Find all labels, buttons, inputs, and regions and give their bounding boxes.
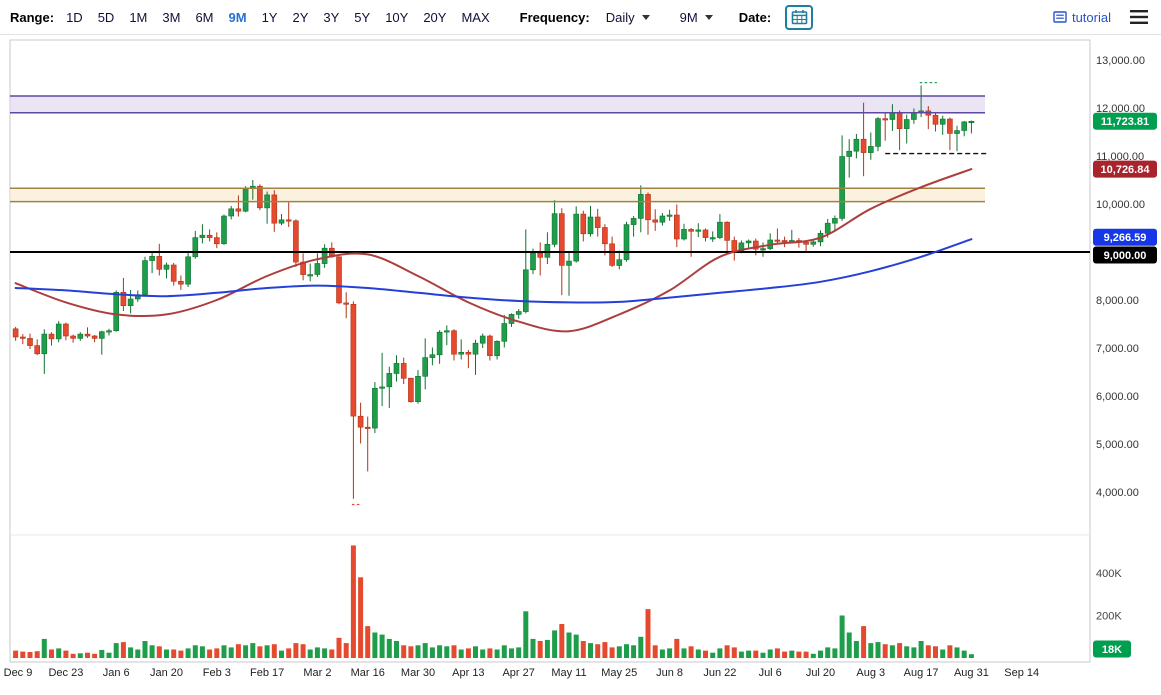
- svg-text:Jul 20: Jul 20: [806, 667, 835, 679]
- date-picker-button[interactable]: [785, 4, 814, 30]
- range-option-5d[interactable]: 5D: [97, 9, 115, 25]
- range-option-3y[interactable]: 3Y: [323, 9, 340, 25]
- volume-bars-layer: [13, 545, 974, 659]
- svg-text:11,000.00: 11,000.00: [1096, 151, 1144, 163]
- range-option-10y[interactable]: 10Y: [385, 9, 409, 25]
- chevron-down-icon: [704, 14, 713, 20]
- hamburger-icon: [1130, 10, 1148, 24]
- svg-text:5,000.00: 5,000.00: [1096, 439, 1139, 451]
- svg-text:Jul 6: Jul 6: [759, 667, 782, 679]
- range-option-20y[interactable]: 20Y: [423, 9, 447, 25]
- svg-text:400K: 400K: [1096, 568, 1122, 580]
- svg-text:Apr 13: Apr 13: [452, 667, 484, 679]
- svg-text:9,266.59: 9,266.59: [1104, 232, 1147, 244]
- red-ma-line: [14, 168, 973, 333]
- tutorial-link[interactable]: tutorial: [1053, 10, 1111, 25]
- range-option-max[interactable]: MAX: [461, 9, 490, 25]
- svg-text:12,000.00: 12,000.00: [1096, 103, 1145, 115]
- svg-text:18K: 18K: [1102, 644, 1122, 656]
- range-option-1m[interactable]: 1M: [129, 9, 148, 25]
- period-value: 9M: [679, 9, 698, 25]
- frequency-label: Frequency:: [519, 9, 590, 25]
- level-badge-9000: [1093, 246, 1157, 264]
- svg-text:Apr 27: Apr 27: [502, 667, 534, 679]
- candles-layer: [12, 85, 975, 499]
- ma-badge-blue: [1093, 228, 1157, 246]
- candlestick-chart[interactable]: 13,000.00 12,000.00 11,000.00 10,000.00 9,00…: [0, 35, 1161, 695]
- tutorial-icon: [1053, 11, 1067, 23]
- price-badges: 10,726.84 9,266.59 9,000.00 11,723.81 18K: [1093, 112, 1157, 658]
- svg-text:10,726.84: 10,726.84: [1101, 164, 1151, 176]
- svg-text:Aug 31: Aug 31: [954, 667, 989, 679]
- plot-frame: [9, 39, 1091, 663]
- svg-text:Feb 3: Feb 3: [203, 667, 231, 679]
- svg-text:Sep 14: Sep 14: [1004, 667, 1039, 679]
- svg-text:Aug 17: Aug 17: [904, 667, 939, 679]
- date-label: Date:: [738, 9, 772, 25]
- svg-text:4,000.00: 4,000.00: [1096, 487, 1139, 499]
- svg-text:Jun 22: Jun 22: [703, 667, 736, 679]
- svg-text:Jan 20: Jan 20: [150, 667, 183, 679]
- resistance-band-purple: [10, 96, 985, 113]
- toolbar-right-group: tutorial: [1053, 7, 1151, 27]
- moving-averages-layer: [14, 168, 973, 333]
- range-option-1y[interactable]: 1Y: [261, 9, 278, 25]
- range-label: Range:: [10, 9, 55, 25]
- svg-text:Feb 17: Feb 17: [250, 667, 284, 679]
- svg-text:11,723.81: 11,723.81: [1101, 116, 1149, 128]
- svg-text:May 25: May 25: [601, 667, 637, 679]
- svg-text:Dec 23: Dec 23: [48, 667, 83, 679]
- blue-ma-line: [14, 238, 973, 304]
- levels-layer: [10, 81, 1090, 506]
- volume-badge: [1093, 640, 1131, 658]
- frequency-select[interactable]: Daily: [602, 8, 654, 27]
- bands-layer: [10, 96, 985, 202]
- ma-badge-red: [1093, 160, 1157, 178]
- price-badge-last: [1093, 112, 1157, 130]
- svg-text:7,000.00: 7,000.00: [1096, 343, 1139, 355]
- range-option-9m[interactable]: 9M: [228, 9, 247, 25]
- svg-text:Jun 8: Jun 8: [656, 667, 683, 679]
- svg-text:Dec 9: Dec 9: [4, 667, 33, 679]
- tutorial-label: tutorial: [1071, 9, 1111, 25]
- range-option-2y[interactable]: 2Y: [292, 9, 309, 25]
- y-axis-labels: 13,000.00 12,000.00 11,000.00 10,000.00 9,00…: [1096, 55, 1145, 623]
- chevron-down-icon: [641, 14, 650, 20]
- frequency-value: Daily: [605, 9, 635, 25]
- svg-text:13,000.00: 13,000.00: [1096, 55, 1145, 67]
- range-option-1d[interactable]: 1D: [66, 9, 83, 25]
- x-axis-labels: Dec 9 Dec 23 Jan 6 Jan 20 Feb 3 Feb 17 Mar 2 Ma…: [4, 667, 1040, 679]
- menu-button[interactable]: [1127, 7, 1151, 27]
- support-band-tan: [10, 188, 985, 202]
- svg-text:8,000.00: 8,000.00: [1096, 295, 1139, 307]
- svg-text:10,000.00: 10,000.00: [1096, 199, 1145, 211]
- period-select[interactable]: 9M: [676, 8, 717, 27]
- range-option-3m[interactable]: 3M: [162, 9, 181, 25]
- svg-text:Mar 2: Mar 2: [303, 667, 331, 679]
- svg-text:Mar 30: Mar 30: [401, 667, 435, 679]
- toolbar: Range: 1D 5D 1M 3M 6M 9M 1Y 2Y 3Y 5Y 10Y 20Y MAX Fre…: [0, 0, 1161, 35]
- svg-text:May 11: May 11: [551, 667, 586, 679]
- svg-text:Jan 6: Jan 6: [103, 667, 130, 679]
- svg-text:9,000.00: 9,000.00: [1104, 250, 1147, 262]
- svg-text:Aug 3: Aug 3: [856, 667, 885, 679]
- calendar-icon: [791, 10, 808, 25]
- range-options: 1D 5D 1M 3M 6M 9M 1Y 2Y 3Y 5Y 10Y 20Y MAX: [66, 10, 490, 25]
- range-option-5y[interactable]: 5Y: [354, 9, 371, 25]
- svg-text:Mar 16: Mar 16: [351, 667, 385, 679]
- range-option-6m[interactable]: 6M: [195, 9, 214, 25]
- svg-text:6,000.00: 6,000.00: [1096, 391, 1139, 403]
- svg-text:200K: 200K: [1096, 611, 1122, 623]
